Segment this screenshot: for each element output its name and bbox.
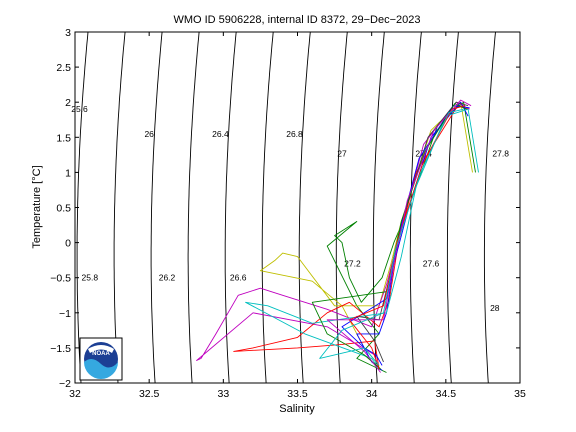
profile-line (245, 108, 479, 370)
y-tick-label: 0 (65, 238, 71, 250)
y-tick-label: −1.5 (50, 343, 71, 355)
noaa-logo: NOAA (79, 337, 123, 381)
density-contour-label: 26.4 (212, 129, 229, 139)
density-contour-line (409, 32, 422, 383)
profile-line (196, 101, 470, 370)
density-contour-label: 26 (144, 129, 154, 139)
y-tick-label: −0.5 (50, 273, 71, 285)
profile-lines (196, 99, 479, 373)
y-tick-label: 3 (65, 27, 71, 39)
noaa-logo-text: NOAA (92, 351, 110, 357)
density-contour-line (150, 32, 163, 383)
y-axis-label: Temperature [°C] (31, 165, 43, 248)
profile-line (259, 101, 473, 366)
density-contour-line (261, 32, 274, 383)
density-contour-label: 25.6 (71, 104, 88, 114)
density-contour-line (335, 32, 348, 383)
x-tick-label: 34.5 (436, 388, 457, 400)
y-tick-label: −2 (59, 378, 71, 390)
y-tick-label: −1 (59, 308, 71, 320)
density-contour-line (483, 32, 496, 383)
x-axis-label: Salinity (279, 403, 315, 415)
density-contour-label: 26.2 (159, 273, 176, 283)
density-contour-line (298, 32, 311, 383)
noaa-logo-gull (88, 345, 114, 353)
density-contour-line (113, 32, 126, 383)
density-contour-line (372, 32, 385, 383)
density-contour-line (224, 32, 237, 383)
density-contours (76, 32, 532, 383)
y-axis-ticks: −2 −1.5 −1 −0.5 0 0.5 1 1.5 2 2.5 3 (50, 27, 520, 390)
y-tick-label: 0.5 (56, 203, 71, 215)
density-contour-label: 27.6 (423, 259, 440, 269)
density-contour-label: 27.2 (344, 259, 361, 269)
density-contour-line (521, 32, 532, 383)
x-tick-label: 34 (366, 388, 378, 400)
noaa-logo-wave (84, 358, 118, 379)
x-tick-label: 35 (514, 388, 526, 400)
y-tick-label: 2.5 (56, 62, 71, 74)
x-tick-label: 32 (69, 388, 81, 400)
density-contour-line (446, 32, 459, 383)
density-contour-label: 27 (337, 148, 347, 158)
profile-line (319, 108, 464, 366)
density-contour-label: 26.8 (286, 129, 303, 139)
density-contour-label: 27.8 (492, 148, 509, 158)
density-contour-line (187, 32, 200, 383)
profile-line (326, 99, 472, 373)
x-axis-ticks: 32 32.5 33 33.5 34 34.5 35 (69, 32, 526, 400)
chart-title: WMO ID 5906228, internal ID 8372, 29−Dec… (173, 14, 420, 26)
density-contour-label: 25.8 (82, 273, 99, 283)
density-contour-label: 26.6 (230, 273, 247, 283)
x-tick-label: 32.5 (139, 388, 160, 400)
y-tick-label: 1.5 (56, 132, 71, 144)
profile-line (348, 105, 466, 370)
y-tick-label: 1 (65, 167, 71, 179)
x-tick-label: 33 (217, 388, 229, 400)
density-contour-label: 28 (490, 303, 500, 313)
y-tick-label: 2 (65, 97, 71, 109)
density-contour-labels: 25.625.82626.226.426.626.82727.227.427.6… (71, 104, 509, 313)
x-tick-label: 33.5 (287, 388, 308, 400)
